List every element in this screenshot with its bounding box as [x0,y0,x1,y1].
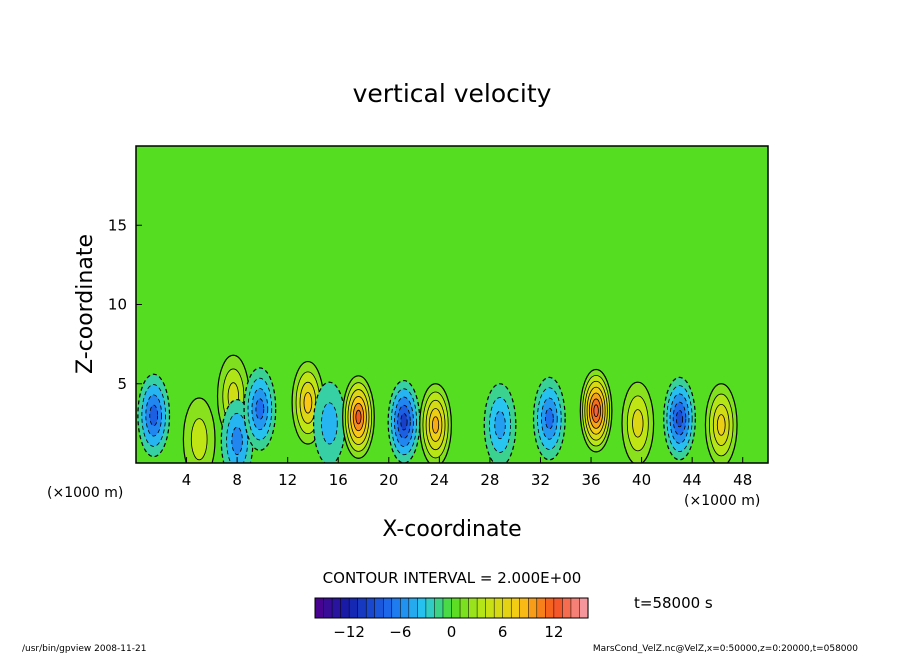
colorbar-segment [510,597,521,619]
colorbar-segment [485,597,495,619]
plot-area [135,145,769,464]
x-tick-label: 40 [632,471,651,489]
contour-ring [149,404,159,427]
colorbar-segment [468,597,478,619]
velocity-cell [182,397,216,463]
colorbar-segment [357,597,367,619]
colorbar-segment [451,597,461,619]
velocity-cell [621,381,655,463]
velocity-cell [342,375,375,459]
x-tick-label: 20 [379,471,398,489]
x-unit-label-right: (×1000 m) [684,493,760,509]
colorbar-segment [408,597,418,619]
x-tick-label: 8 [232,471,242,489]
colorbar-tick-label: −12 [333,623,365,641]
colorbar-segment [391,597,401,619]
colorbar-segment [562,597,572,619]
colorbar-segment [519,597,529,619]
colorbar-tick-label: 0 [447,623,457,641]
velocity-cell [419,383,452,463]
x-unit-label-left: (×1000 m) [47,485,123,501]
y-tick-label: 15 [108,216,127,234]
contour-ring [675,409,684,428]
colorbar-segment [417,597,427,619]
footer-left: /usr/bin/gpview 2008-11-21 [22,644,146,654]
colorbar-segment [323,597,333,619]
velocity-cell [532,376,566,461]
velocity-cell [243,367,277,451]
colorbar-segment [425,597,435,619]
colorbar-segment [459,597,470,619]
colorbar-segment [383,597,393,619]
colorbar-tick-label: 12 [544,623,563,641]
contour-ring [190,418,208,461]
colorbar-tick-label: 6 [498,623,508,641]
colorbar-segment [553,597,563,619]
velocity-cell [137,373,171,458]
colorbar-segment [374,597,384,619]
velocity-cell [704,383,738,463]
x-axis-label: X-coordinate [382,517,521,542]
velocity-field [137,354,738,463]
time-label: t=58000 s [634,594,713,612]
colorbar-frame [314,597,589,619]
y-axis-ticks: 5 10 15 [108,216,142,393]
contour-ring [303,392,313,414]
footer-right: MarsCond_VelZ.nc@VelZ,x=0:50000,z=0:2000… [593,644,858,654]
chart-title: vertical velocity [353,79,552,108]
contour-ring [400,413,408,431]
contour-ring [231,426,243,455]
x-tick-label: 48 [733,471,752,489]
velocity-cell [663,376,696,461]
colorbar-segment [502,597,512,619]
velocity-cell [312,381,346,463]
contour-ring [544,407,554,430]
colorbar-segment [331,597,342,619]
x-tick-label: 4 [182,471,192,489]
contour-ring [494,410,506,440]
colorbar-tick-label: −6 [389,623,411,641]
x-tick-label: 16 [329,471,348,489]
colorbar-segment [536,597,546,619]
x-tick-label: 36 [581,471,600,489]
contour-ring [632,409,644,438]
contour-ring [255,398,265,420]
contour-ring [593,404,599,417]
y-tick-label: 5 [117,375,127,393]
x-axis-ticks: 4 8 12 16 20 24 28 32 36 40 44 48 [182,457,752,489]
x-tick-label: 44 [683,471,702,489]
colorbar-segment [365,597,376,619]
velocity-cell [387,379,421,463]
velocity-cell [483,383,517,463]
y-tick-label: 10 [108,296,127,314]
contour-ring [355,409,362,425]
colorbar-segment [434,597,444,619]
velocity-cell [579,368,613,453]
colorbar-segment [314,597,325,619]
x-tick-label: 24 [430,471,449,489]
colorbar-segment [340,597,350,619]
contour-ring [716,414,726,436]
colorbar-segment [528,597,538,619]
colorbar-segment [545,597,555,619]
x-tick-label: 12 [278,471,297,489]
colorbar-segment [442,597,453,619]
contour-ring [432,416,440,434]
colorbar-segment [348,597,359,619]
colorbar-segment [579,597,589,619]
colorbar-segment [570,597,581,619]
contour-ring [321,402,338,445]
colorbar-segment [400,597,410,619]
colorbar-ticks: −12 −6 0 6 12 [333,623,563,641]
x-tick-label: 28 [480,471,499,489]
x-tick-label: 32 [531,471,550,489]
y-axis-label: Z-coordinate [73,234,98,374]
colorbar-segment [476,597,487,619]
colorbar-segment [493,597,504,619]
colorbar [314,597,589,619]
contour-interval-label: CONTOUR INTERVAL = 2.000E+00 [323,569,582,587]
